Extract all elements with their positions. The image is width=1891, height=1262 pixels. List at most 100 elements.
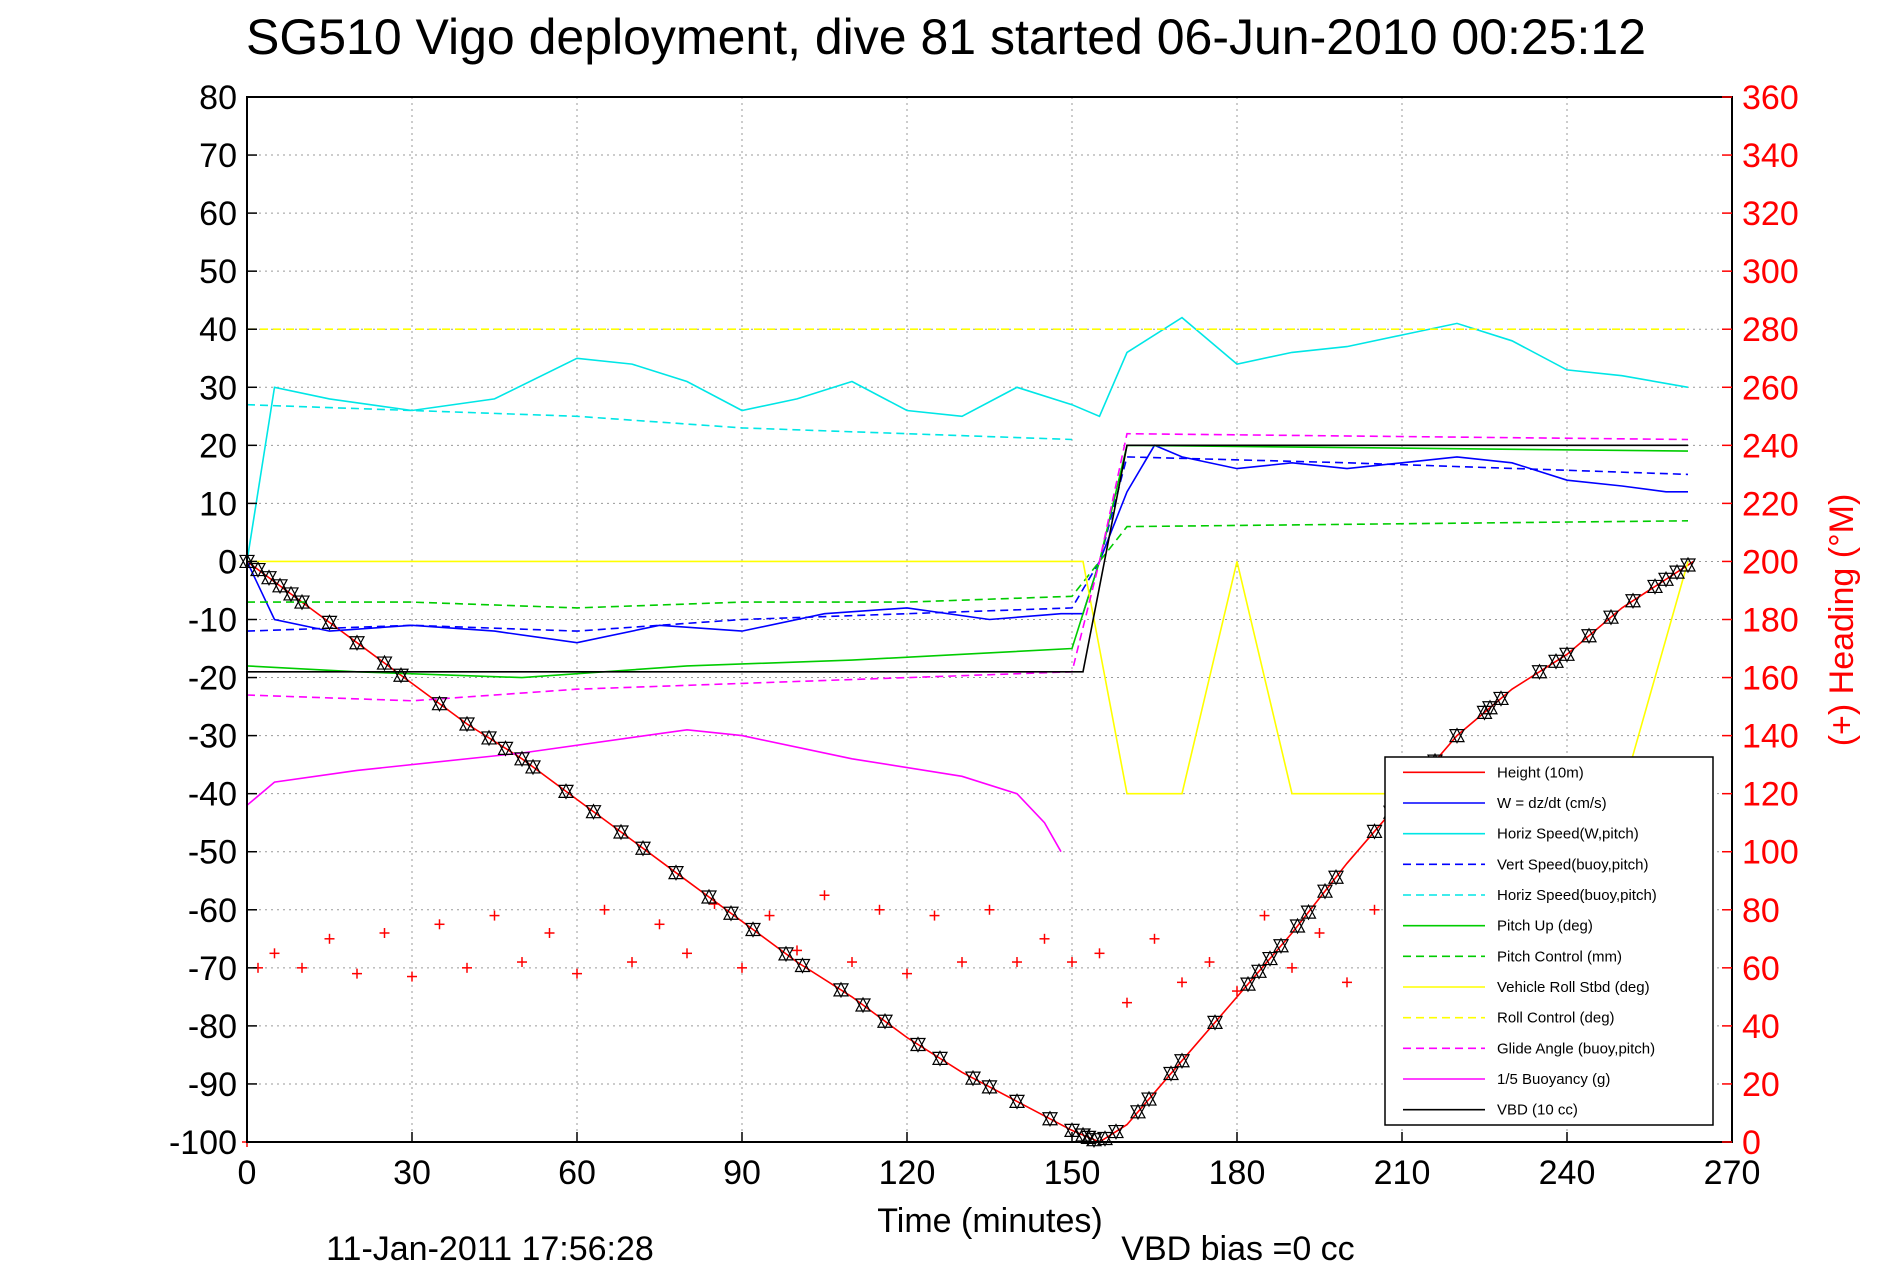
x-tick-label: 180 [1209,1154,1266,1192]
height-marker [249,561,267,578]
y-left-tick-label: -50 [188,834,237,872]
legend: Height (10m) W = dz/dt (cm/s) Horiz Speed(… [1384,756,1714,1126]
y-right-tick-label: 360 [1742,79,1799,117]
heading-marker [682,948,692,959]
height-marker [1206,1014,1224,1031]
height-marker [1679,556,1697,574]
x-tick-label: 210 [1374,1154,1431,1192]
x-axis-label: Time (minutes) [877,1202,1102,1240]
heading-marker [1039,933,1050,944]
height-marker [876,1012,894,1030]
x-tick-label: 90 [723,1154,761,1192]
heading-marker [599,904,610,915]
y-left-tick-label: 0 [218,543,237,581]
heading-marker [792,945,802,956]
height-marker [832,981,850,999]
heading-marker [544,928,555,938]
height-marker [667,864,685,881]
height-marker [458,715,476,733]
height-marker [1239,975,1257,993]
heading-marker [1259,910,1270,921]
height-marker [1289,917,1306,935]
height-marker [1481,699,1499,717]
height-marker [260,569,278,586]
height-marker [1448,727,1466,744]
legend-label: Vehicle Roll Stbd (deg) [1497,979,1650,996]
x-tick-label: 30 [393,1154,431,1192]
heading-marker [874,904,885,915]
y-left-tick-label: 60 [199,195,237,233]
height-marker [931,1050,949,1067]
legend-label: Pitch Control (mm) [1497,948,1622,965]
height-marker [585,803,602,820]
footer-date: 11-Jan-2011 17:56:28 [326,1230,654,1262]
x-tick-label: 0 [238,1154,257,1192]
footer-vbd-bias: VBD bias =0 cc [1121,1230,1354,1262]
height-marker [1008,1093,1026,1110]
y-right-tick-label: 340 [1742,137,1799,175]
height-marker [700,888,718,906]
heading-marker [1177,977,1187,988]
y-right-tick-label: 220 [1742,485,1799,523]
legend-label: Vert Speed(buoy,pitch) [1497,856,1648,873]
heading-marker [902,968,912,979]
height-marker [1657,571,1675,588]
series-line-6 [247,520,1689,609]
height-marker [612,823,630,841]
height-marker [293,593,311,611]
height-marker [513,750,531,768]
y-right-tick-label: 0 [1742,1124,1761,1162]
x-tick-label: 240 [1539,1154,1596,1192]
legend-label: W = dz/dt (cm/s) [1497,795,1607,812]
height-marker [794,957,811,974]
legend-label: VBD (10 cc) [1497,1102,1578,1119]
y-right-tick-label: 320 [1742,195,1799,233]
heading-marker [1149,933,1160,944]
height-marker [964,1069,982,1087]
chart-title: SG510 Vigo deployment, dive 81 started 0… [246,9,1646,65]
height-marker [271,577,289,595]
x-axis-ticks: 0 30 60 90 120 150 180 210 240 270 [238,1132,1761,1192]
legend-label: Roll Control (deg) [1497,1010,1615,1027]
height-marker [1129,1103,1147,1121]
heading-marker [434,919,445,930]
y-right-tick-label: 140 [1742,718,1799,756]
legend-label: Horiz Speed(W,pitch) [1497,826,1639,843]
height-marker [392,666,410,684]
height-marker [431,695,448,712]
heading-marker [627,957,637,968]
height-marker [1107,1123,1125,1140]
height-marker [1261,950,1279,967]
y-left-tick-label: 80 [199,79,237,117]
height-marker [1624,592,1642,610]
heading-marker [957,957,967,968]
height-marker [1250,963,1268,980]
series-line-9 [246,432,1689,702]
y-right-tick-label: 240 [1742,427,1799,465]
x-tick-label: 270 [1704,1154,1761,1192]
legend-label: 1/5 Buoyancy (g) [1497,1071,1610,1088]
height-marker [1531,663,1548,681]
heading-marker [1232,986,1242,997]
height-marker [744,921,762,938]
heading-marker [1287,962,1297,973]
y-right-tick-label: 20 [1742,1066,1780,1104]
heading-marker [654,919,665,930]
heading-marker [379,928,390,938]
height-marker [1085,1131,1103,1148]
series-line-11 [247,444,1688,673]
y-right-tick-label: 300 [1742,253,1799,291]
height-marker [1300,903,1317,921]
legend-label: Pitch Up (deg) [1497,918,1593,935]
heading-marker [1204,957,1215,968]
height-marker [480,729,498,747]
series-line-3 [246,456,1689,632]
height-marker [321,614,338,631]
y-left-tick-label: 70 [199,137,237,175]
height-marker [376,654,393,672]
y-right-tick-label: 40 [1742,1008,1780,1046]
heading-marker [269,948,280,959]
heading-marker [1369,904,1380,915]
height-marker [909,1036,927,1053]
